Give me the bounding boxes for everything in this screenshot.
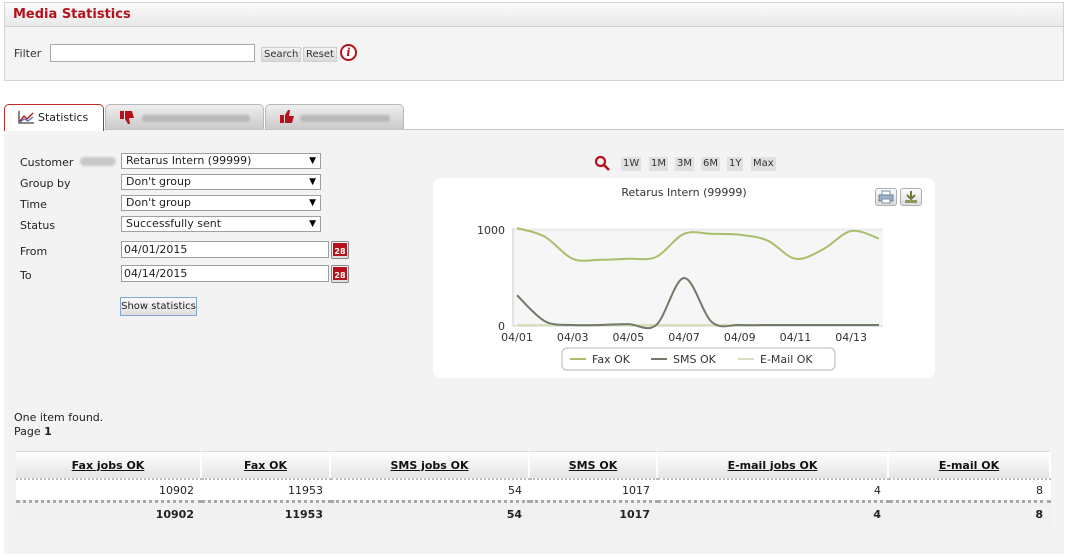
total-cell: 1017	[530, 500, 658, 526]
zoom-icon[interactable]	[594, 155, 610, 171]
table-cell: 8	[889, 478, 1051, 500]
chevron-down-icon: ▼	[309, 156, 316, 166]
x-tick-label: 04/05	[613, 331, 645, 344]
total-cell: 8	[889, 500, 1051, 526]
reset-button[interactable]: Reset	[303, 47, 337, 62]
customer-select[interactable]: Retarus Intern (99999) ▼	[121, 153, 321, 169]
to-label: To	[20, 269, 32, 282]
from-date-input[interactable]: 04/01/2015	[121, 241, 329, 258]
time-select[interactable]: Don't group ▼	[121, 195, 321, 211]
filter-label: Filter	[14, 47, 42, 60]
plot-area	[513, 228, 883, 325]
thumbs-down-icon	[120, 111, 134, 124]
series-line-sms-ok	[516, 276, 879, 330]
legend-item[interactable]: SMS OK	[673, 353, 717, 366]
to-date-input[interactable]: 04/14/2015	[121, 265, 329, 282]
download-icon	[905, 191, 917, 203]
page-header: Media Statistics	[4, 2, 1064, 27]
x-tick-label: 04/07	[668, 331, 700, 344]
tab-success[interactable]	[265, 104, 404, 130]
group-by-label: Group by	[20, 177, 71, 190]
column-header[interactable]: SMS jobs OK	[331, 451, 530, 478]
column-header[interactable]: Fax jobs OK	[16, 451, 202, 478]
tab-statistics[interactable]: Statistics	[4, 104, 104, 131]
column-header[interactable]: E-mail OK	[889, 451, 1051, 478]
y-tick-label: 1000	[477, 224, 505, 237]
table-cell: 10902	[16, 478, 202, 500]
column-header[interactable]: SMS OK	[530, 451, 658, 478]
legend-box	[561, 347, 836, 371]
search-button[interactable]: Search	[261, 47, 302, 62]
tab-statistics-label: Statistics	[38, 111, 89, 124]
table-cell: 1017	[530, 478, 658, 500]
legend-item[interactable]: Fax OK	[592, 353, 631, 366]
line-chart-icon	[18, 111, 34, 124]
total-cell: 10902	[16, 500, 202, 526]
results-table: Fax jobs OK Fax OK SMS jobs OK SMS OK E-…	[16, 451, 1051, 526]
filter-input[interactable]	[50, 44, 255, 62]
customer-label: Customer	[20, 156, 74, 169]
table-cell: 4	[658, 478, 889, 500]
total-cell: 54	[331, 500, 530, 526]
range-1w-button[interactable]: 1W	[621, 157, 642, 171]
y-tick-label: 0	[498, 320, 505, 333]
page-indicator: Page 1	[14, 425, 52, 438]
group-by-select[interactable]: Don't group ▼	[121, 174, 321, 190]
chevron-down-icon: ▼	[309, 177, 316, 187]
table-row: 10902 11953 54 1017 4 8	[16, 478, 1051, 500]
tab-failed[interactable]	[105, 104, 264, 130]
calendar-icon[interactable]: 28	[331, 241, 349, 259]
from-label: From	[20, 245, 48, 258]
table-cell: 54	[331, 478, 530, 500]
total-cell: 4	[658, 500, 889, 526]
x-tick-label: 04/09	[724, 331, 756, 344]
info-icon[interactable]: i	[340, 44, 357, 61]
status-select[interactable]: Successfully sent ▼	[121, 216, 321, 232]
page-title: Media Statistics	[13, 7, 131, 22]
table-header-row: Fax jobs OK Fax OK SMS jobs OK SMS OK E-…	[16, 451, 1051, 478]
chevron-down-icon: ▼	[309, 198, 316, 208]
page-number: 1	[44, 425, 52, 438]
table-cell: 11953	[202, 478, 331, 500]
status-label: Status	[20, 219, 56, 232]
show-statistics-button[interactable]: Show statistics	[120, 297, 197, 316]
line-chart: 0 1000 04/01 04/03 04/05 04/07 04/09 04/11 04/1…	[477, 224, 883, 371]
range-1y-button[interactable]: 1Y	[727, 157, 744, 171]
total-cell: 11953	[202, 500, 331, 526]
column-header[interactable]: Fax OK	[202, 451, 331, 478]
series-line-fax-ok	[516, 227, 880, 262]
range-1m-button[interactable]: 1M	[649, 157, 668, 171]
filter-bar: Filter Search Reset i	[4, 27, 1064, 81]
thumbs-up-icon	[280, 110, 294, 123]
x-tick-label: 04/01	[501, 331, 533, 344]
x-tick-label: 04/11	[780, 331, 812, 344]
range-6m-button[interactable]: 6M	[701, 157, 720, 171]
totals-row: 10902 11953 54 1017 4 8	[16, 500, 1051, 526]
x-tick-label: 04/13	[835, 331, 867, 344]
range-3m-button[interactable]: 3M	[675, 157, 694, 171]
calendar-icon[interactable]: 28	[331, 265, 349, 283]
time-label: Time	[20, 198, 47, 211]
result-count: One item found.	[14, 411, 104, 424]
chart-title: Retarus Intern (99999)	[621, 186, 747, 199]
legend-item[interactable]: E-Mail OK	[760, 353, 813, 366]
range-max-button[interactable]: Max	[751, 157, 776, 171]
printer-icon	[878, 190, 894, 204]
column-header[interactable]: E-mail jobs OK	[658, 451, 889, 478]
download-button[interactable]	[900, 188, 922, 206]
print-button[interactable]	[875, 188, 897, 206]
chevron-down-icon: ▼	[309, 219, 316, 229]
x-tick-label: 04/03	[557, 331, 589, 344]
